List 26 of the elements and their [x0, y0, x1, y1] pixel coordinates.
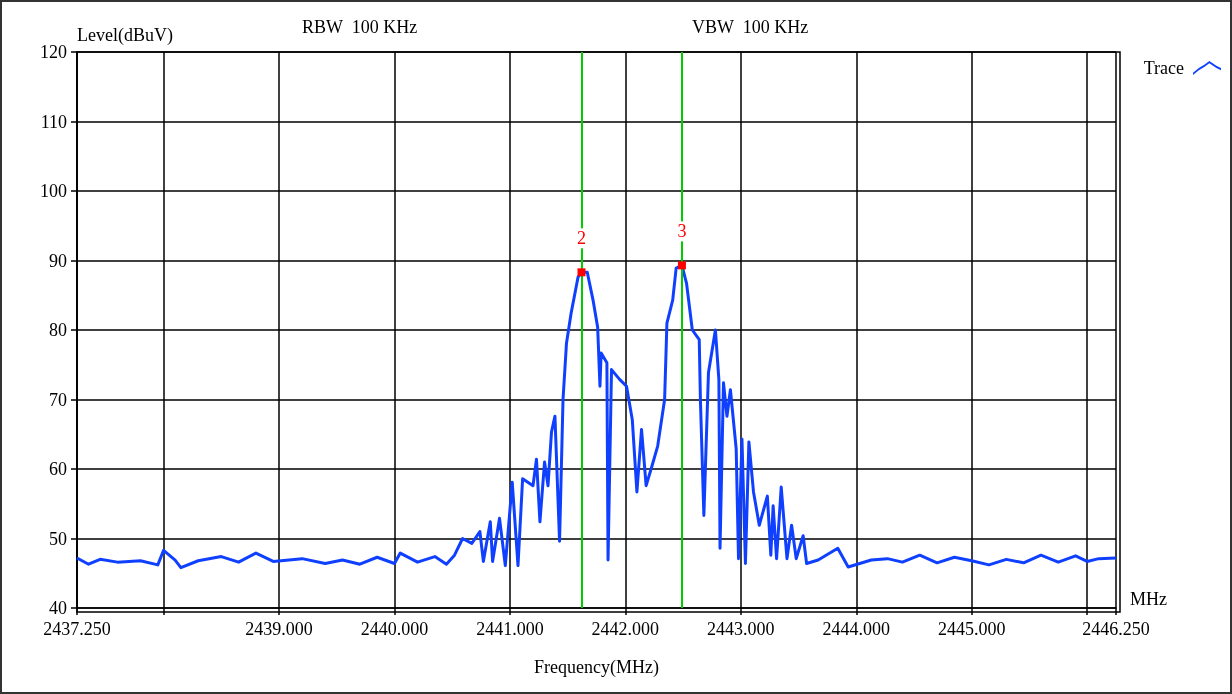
x-tick-label: 2446.250 [1082, 619, 1150, 639]
y-axis-title: Level(dBuV) [77, 25, 173, 46]
y-tick-label: 80 [49, 320, 67, 340]
x-tick-label: 2437.250 [43, 619, 111, 639]
y-tick-label: 120 [40, 42, 67, 62]
y-tick-label: 90 [49, 250, 67, 271]
x-tick-label: 2440.000 [360, 619, 429, 639]
x-tick-label: 2444.000 [822, 619, 890, 639]
x-axis-title: Frequency(MHz) [534, 657, 659, 678]
y-tick-label: 60 [49, 459, 67, 479]
text: MHz [1130, 589, 1167, 609]
text: VBW 100 KHz [692, 17, 809, 37]
text: RBW 100 KHz [302, 17, 418, 37]
annotation: 3 [677, 221, 687, 242]
legend-label: Trace [1143, 58, 1185, 78]
y-tick-label: 50 [49, 528, 67, 549]
annotation: 2 [576, 228, 586, 249]
y-tick-label: 110 [40, 111, 67, 132]
y-tick-label: 100 [40, 181, 67, 201]
x-tick-label: 2442.000 [591, 619, 660, 639]
x-tick-label: 2445.000 [937, 619, 1006, 639]
y-tick-label: 70 [49, 389, 67, 410]
x-tick-label: 2441.000 [476, 619, 544, 639]
x-tick-label: 2439.000 [245, 619, 313, 639]
x-tick-label: 2443.000 [707, 619, 775, 639]
y-tick-label: 40 [49, 598, 67, 618]
